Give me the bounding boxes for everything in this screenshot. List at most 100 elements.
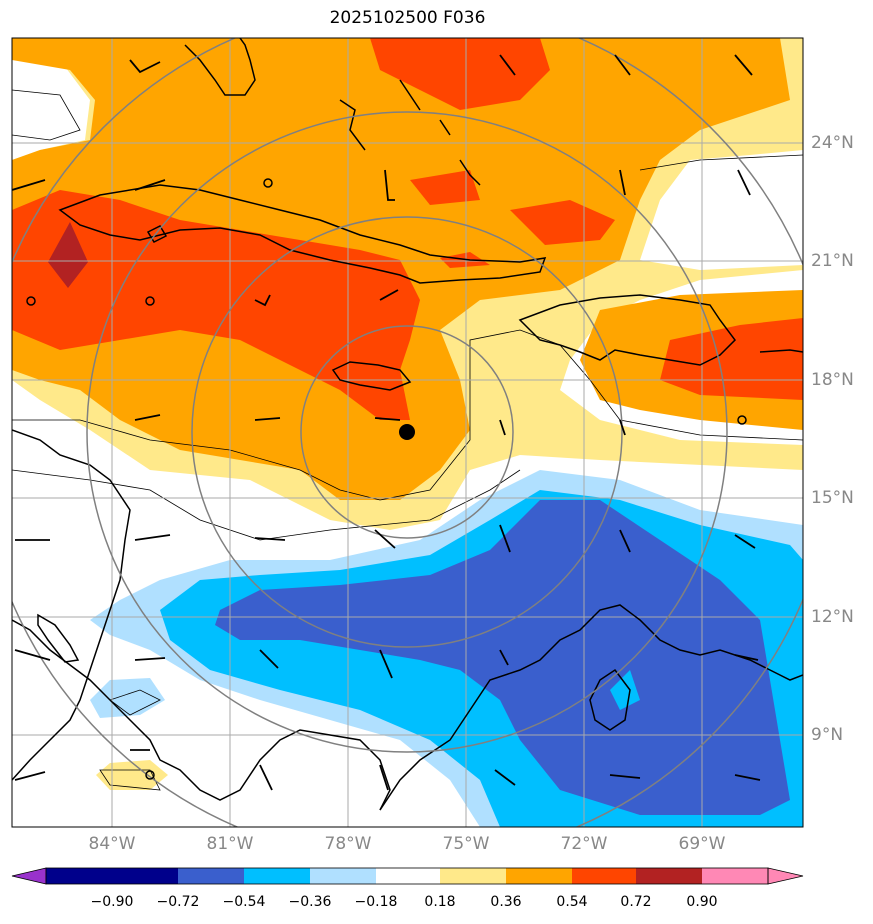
- coast-puerto-rico: [759, 349, 803, 353]
- plot-frame: [11, 37, 804, 828]
- wind-barb: [129, 59, 161, 74]
- wind-barb: [734, 54, 753, 76]
- colorbar-bin: [112, 868, 178, 884]
- calm-station-marker: [737, 415, 747, 425]
- colorbar-bin: [636, 868, 702, 884]
- wind-barb: [619, 419, 626, 436]
- calm-station-markers: [26, 178, 747, 780]
- wind-barb: [12, 179, 46, 191]
- wind-barb: [499, 419, 506, 436]
- range-ring-outer: [86, 111, 728, 753]
- contour-pos-high-north: [370, 38, 550, 110]
- contour-strong-pos: [48, 222, 88, 288]
- contour-neg-high: [215, 500, 790, 815]
- lon-label-78w: 78°W: [324, 834, 372, 854]
- colorbar-tick-label: 0.72: [620, 894, 652, 910]
- wind-barb: [254, 294, 271, 307]
- contour-line: [12, 469, 521, 541]
- wind-barb: [609, 774, 641, 779]
- colorbar-bin: [178, 868, 244, 884]
- colorbar-tick-label: −0.72: [156, 894, 200, 910]
- range-ring-middle: [191, 216, 623, 648]
- coast-central-america: [12, 429, 391, 811]
- wind-barb: [134, 657, 166, 661]
- colorbar-tick-label: 0.36: [490, 894, 522, 910]
- colorbar-tick-label: −0.90: [90, 894, 134, 910]
- colorbar-tick-label: −0.36: [288, 894, 332, 910]
- contour-line: [12, 89, 81, 141]
- colorbar-bin: [572, 868, 636, 884]
- colorbar-frame: [45, 867, 769, 885]
- range-rings: [12, 38, 803, 827]
- contour-line: [12, 329, 803, 501]
- colorbar-bin: [440, 868, 506, 884]
- contour-neg-mid-small: [610, 670, 640, 710]
- wind-barb: [259, 764, 273, 791]
- wind-barb: [14, 649, 51, 661]
- calm-station-marker: [26, 296, 36, 306]
- wind-barb: [254, 417, 281, 421]
- wind-barb: [737, 169, 751, 196]
- colorbar-bin: [506, 868, 572, 884]
- gridlines: [12, 38, 803, 827]
- colorbar-extend-high: [767, 867, 804, 885]
- contour-lines: [12, 89, 803, 791]
- coast-lake-nicaragua: [37, 613, 80, 663]
- lon-label-75w: 75°W: [442, 834, 490, 854]
- colorbar-tick-label: −0.54: [222, 894, 266, 910]
- lat-label-9n: 9°N: [811, 725, 844, 745]
- wind-barb: [619, 529, 631, 553]
- coast-hispaniola: [518, 294, 736, 366]
- field-shading: [12, 38, 803, 827]
- colorbar-bin: [702, 868, 768, 884]
- wind-barb: [134, 414, 161, 421]
- wind-barbs: [12, 54, 761, 791]
- wind-barb: [499, 54, 516, 76]
- wind-barb: [379, 289, 399, 301]
- colorbar-tick-label: −0.18: [354, 894, 398, 910]
- wind-barb: [734, 774, 761, 781]
- colorbar: [11, 867, 804, 885]
- colorbar-bin: [310, 868, 376, 884]
- contour-neutral-nw: [12, 38, 90, 160]
- colorbar-tick-label: 0.54: [556, 894, 588, 910]
- contour-pos-high-islands2: [510, 200, 615, 245]
- calm-station-marker: [145, 770, 155, 780]
- contour-pos-low-sw: [96, 760, 168, 790]
- contour-neutral-ne: [640, 150, 803, 270]
- wind-barb: [619, 169, 626, 196]
- map-title: 2025102500 F036: [329, 8, 486, 28]
- coastlines: [12, 38, 803, 811]
- calm-station-marker: [263, 178, 273, 188]
- colorbar-bin: [376, 868, 440, 884]
- coast-lake-maracaibo: [589, 668, 631, 731]
- contour-line: [109, 689, 161, 716]
- contour-pos-high-islands: [410, 170, 480, 205]
- wind-barb: [259, 649, 279, 669]
- wind-barb: [499, 649, 509, 666]
- wind-barb: [134, 179, 166, 191]
- lat-label-24n: 24°N: [811, 133, 854, 153]
- wind-barb: [134, 534, 171, 541]
- wind-barb: [14, 771, 46, 781]
- storm-center-marker: [399, 424, 415, 440]
- wind-barb: [734, 534, 756, 549]
- contour-line: [639, 154, 803, 171]
- colorbar-tick-label: 0.90: [686, 894, 718, 910]
- wind-barb: [379, 764, 389, 791]
- lon-label-84w: 84°W: [88, 834, 136, 854]
- colorbar-extend-low: [11, 867, 47, 885]
- contour-line: [99, 769, 161, 791]
- coast-cuba: [58, 184, 547, 284]
- calm-station-marker: [145, 296, 155, 306]
- wind-barb: [374, 529, 396, 549]
- lat-label-12n: 12°N: [811, 607, 854, 627]
- coast-jamaica: [331, 361, 412, 391]
- coast-florida: [184, 38, 256, 96]
- colorbar-bin: [46, 868, 112, 884]
- lat-label-21n: 21°N: [811, 251, 854, 271]
- wind-barb: [499, 524, 511, 553]
- contour-pos-high: [12, 190, 420, 420]
- colorbar-bin: [244, 868, 310, 884]
